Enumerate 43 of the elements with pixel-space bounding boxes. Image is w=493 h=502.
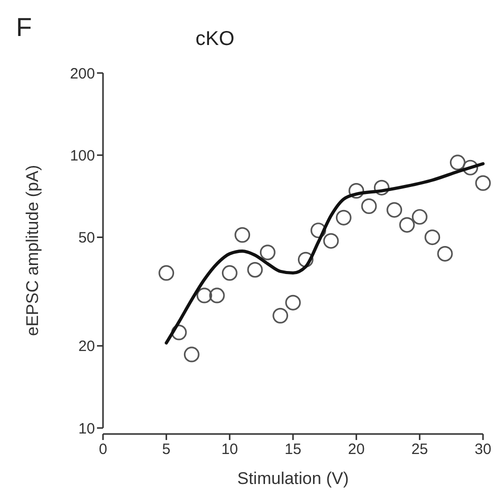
point (374, 180, 390, 196)
point (285, 294, 301, 310)
y-tick-label: 100 (70, 147, 95, 164)
y-tick-label: 200 (70, 65, 95, 82)
x-tick-label: 0 (98, 441, 108, 458)
x-tick-label: 10 (221, 441, 238, 458)
x-tick-label: 30 (474, 441, 492, 458)
point (424, 229, 440, 246)
x-tick-label: 5 (162, 441, 171, 458)
chart-title: cKO (196, 28, 234, 50)
y-tick-label: 50 (78, 230, 95, 247)
point (184, 346, 200, 362)
point (234, 227, 250, 243)
x-tick-label: 15 (284, 441, 302, 458)
point (247, 262, 263, 278)
point (196, 288, 212, 304)
point (158, 265, 174, 281)
point (171, 324, 187, 340)
point (222, 265, 238, 281)
line-series (164, 162, 485, 345)
point (450, 154, 466, 170)
y-tick-label: 10 (78, 420, 95, 438)
point (399, 217, 415, 233)
x-tick-label: 20 (348, 441, 365, 458)
point (361, 198, 377, 214)
text: F (16, 12, 32, 42)
point (336, 210, 352, 226)
point (475, 175, 491, 191)
point (310, 222, 326, 238)
point (462, 160, 478, 176)
x-tick-label: 25 (411, 441, 428, 458)
point (412, 209, 428, 225)
point (272, 308, 288, 324)
y-axis-title: eEPSC amplitude (pA) (23, 164, 42, 336)
point (260, 244, 276, 260)
point (323, 233, 339, 249)
point (386, 202, 402, 218)
point (348, 183, 364, 199)
point (437, 246, 453, 262)
point (298, 252, 314, 268)
y-tick-label: 20 (78, 338, 95, 356)
point (209, 288, 225, 304)
x-axis-title: Stimulation (V) (237, 469, 349, 488)
